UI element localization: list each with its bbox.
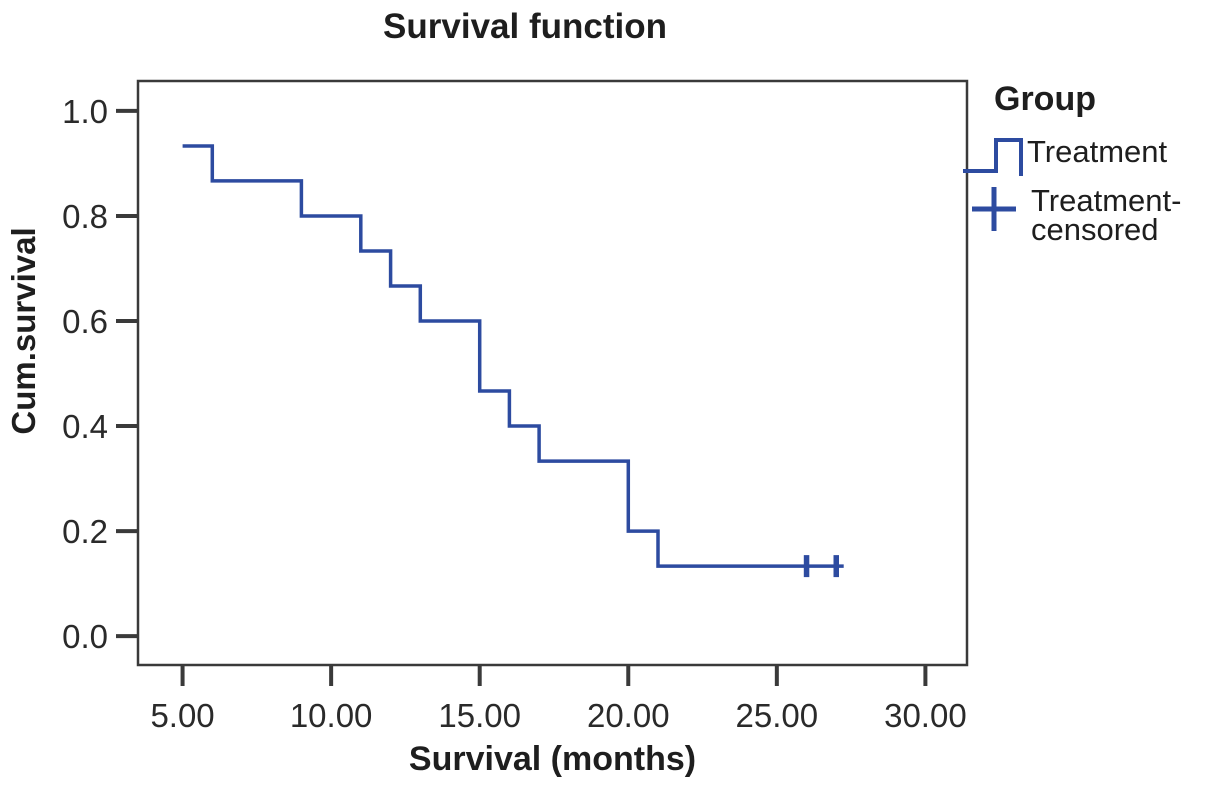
x-tick-label: 5.00 (150, 697, 214, 734)
x-axis-title: Survival (months) (408, 740, 697, 778)
chart-title: Survival function (383, 7, 667, 46)
legend-title: Group (994, 80, 1096, 118)
x-tick-label: 20.00 (587, 697, 670, 734)
legend-item-treatment-label: Treatment (1027, 134, 1168, 169)
x-tick-label: 30.00 (884, 697, 967, 734)
x-tick-label: 10.00 (290, 697, 373, 734)
y-axis-title: Cum.survival (5, 227, 42, 435)
legend-item-treatment-censored-label: Treatment- censored (1031, 183, 1182, 247)
y-tick-label: 0.0 (62, 618, 108, 655)
y-tick-label: 0.4 (62, 408, 108, 445)
legend-step-line-icon (963, 138, 1023, 176)
x-tick-label: 25.00 (736, 697, 819, 734)
x-tick-label: 15.00 (438, 697, 521, 734)
legend-censored-line2: censored (1031, 212, 1159, 247)
legend-censored-line1: Treatment- (1031, 183, 1182, 218)
plot-frame (136, 79, 969, 667)
y-tick-label: 0.6 (62, 303, 108, 340)
survival-step-line (182, 144, 844, 568)
y-tick-label: 0.8 (62, 198, 108, 235)
y-tick-label: 0.2 (62, 513, 108, 550)
y-tick-label: 1.0 (62, 93, 108, 130)
